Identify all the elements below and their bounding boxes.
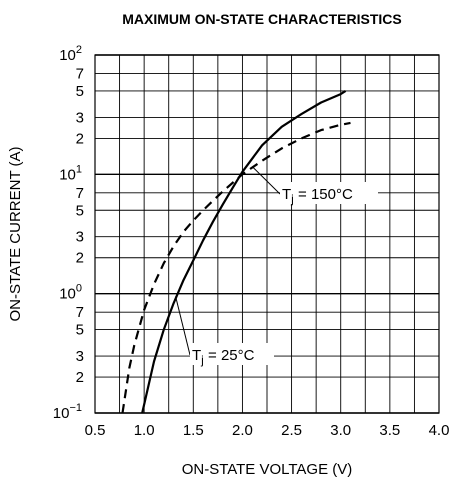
- y-tick-label: 102: [59, 44, 82, 64]
- y-tick-base: 10: [53, 405, 70, 422]
- chart-title: MAXIMUM ON-STATE CHARACTERISTICS: [122, 11, 401, 27]
- y-tick-exponent: −1: [69, 402, 82, 414]
- plot-frame: [94, 54, 440, 414]
- y-tick-base: 10: [59, 47, 76, 64]
- annotation-150c: Tj = 150°C: [282, 186, 353, 206]
- y-tick-label: 7: [76, 304, 84, 321]
- x-tick-label: 2.5: [281, 422, 302, 439]
- annotation-value: = 150°C: [294, 186, 353, 203]
- annotation-background: [190, 343, 274, 365]
- annotation-value: = 25°C: [204, 347, 255, 364]
- y-tick-label: 2: [76, 250, 84, 267]
- y-tick-label: 7: [76, 185, 84, 202]
- y-tick-label: 101: [59, 163, 82, 183]
- x-tick-label: 1.5: [183, 422, 204, 439]
- annotation-symbol: T: [192, 347, 201, 364]
- y-tick-label: 3: [76, 348, 84, 365]
- y-tick-label: 5: [76, 202, 84, 219]
- y-tick-label: 5: [76, 83, 84, 100]
- series-lines: [121, 89, 351, 414]
- x-tick-label: 0.5: [85, 422, 106, 439]
- y-tick-label: 7: [76, 65, 84, 82]
- y-axis-label: ON-STATE CURRENT (A): [7, 146, 24, 321]
- series-line-25c: [141, 89, 347, 414]
- annotations: Tj = 25°CTj = 150°C: [175, 166, 378, 367]
- y-tick-base: 10: [59, 166, 76, 183]
- y-tick-label: 100: [59, 283, 82, 303]
- annotation-subscript: j: [290, 192, 294, 206]
- tick-labels: 0.5 1.0 1.5 2.0 2.5 3.0 3.5 4.010−1235710023571…: [53, 44, 450, 439]
- annotation-background: [280, 182, 378, 204]
- annotation-symbol: T: [282, 186, 291, 203]
- x-tick-label: 3.0: [330, 422, 351, 439]
- annotation-subscript: j: [200, 353, 204, 367]
- y-tick-label: 3: [76, 109, 84, 126]
- x-axis-label: ON-STATE VOLTAGE (V): [182, 461, 353, 478]
- y-tick-exponent: 1: [76, 163, 82, 175]
- x-tick-label: 4.0: [429, 422, 450, 439]
- annotation-25c: Tj = 25°C: [192, 347, 255, 367]
- y-tick-label: 3: [76, 229, 84, 246]
- y-tick-exponent: 0: [76, 283, 82, 295]
- y-tick-exponent: 2: [76, 44, 82, 56]
- series-line-150c: [121, 121, 351, 414]
- x-tick-label: 1.0: [134, 422, 155, 439]
- leader-line-25c: [175, 296, 191, 356]
- y-tick-label: 2: [76, 130, 84, 147]
- y-tick-label: 10−1: [53, 402, 82, 422]
- x-tick-label: 2.0: [232, 422, 253, 439]
- x-tick-label: 3.5: [379, 422, 400, 439]
- y-tick-base: 10: [59, 286, 76, 303]
- y-tick-label: 5: [76, 322, 84, 339]
- leader-line-150c: [251, 166, 281, 195]
- y-tick-label: 2: [76, 369, 84, 386]
